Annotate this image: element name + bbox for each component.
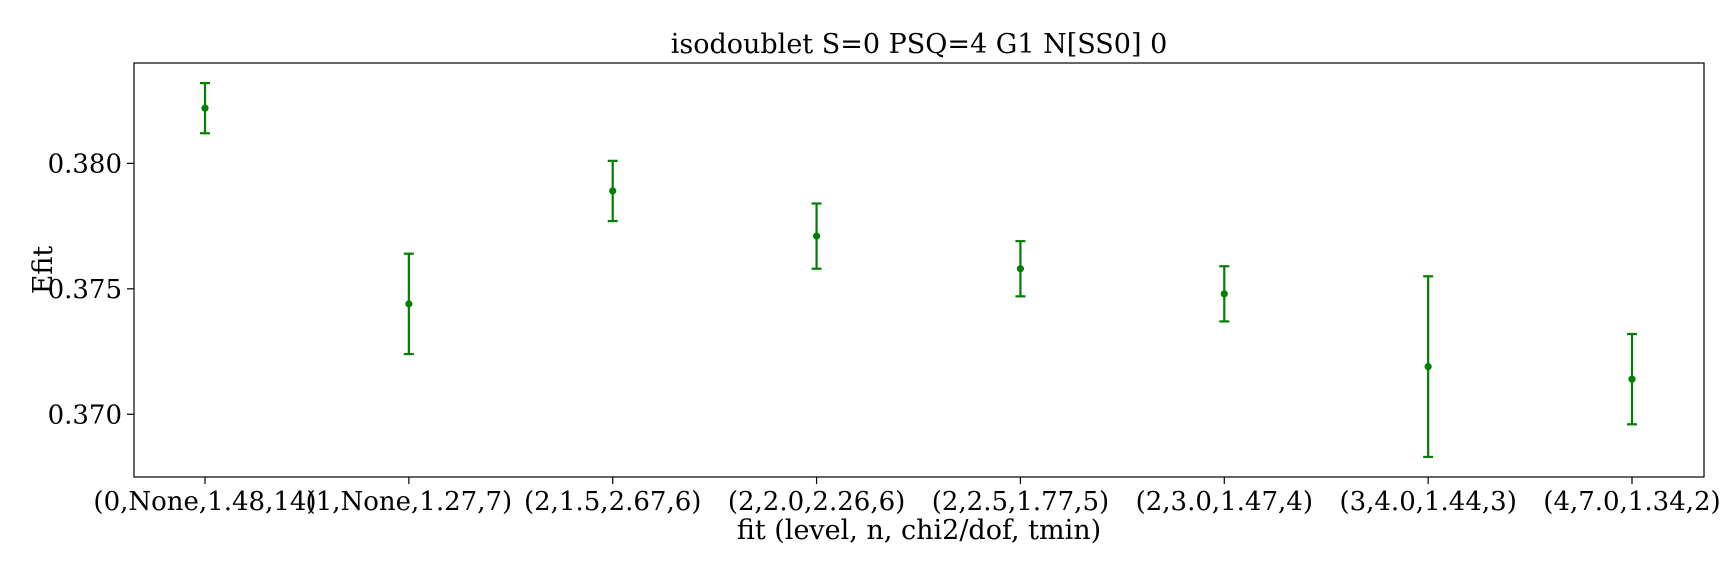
plot-frame xyxy=(133,62,1705,478)
data-series xyxy=(200,81,1637,459)
data-point xyxy=(1628,375,1636,383)
y-axis: 0.370 0.375 0.380 xyxy=(48,149,134,430)
x-tick-label: (1,None,1.27,7) xyxy=(306,487,513,517)
x-axis-label: fit (level, n, chi2/dof, tmin) xyxy=(737,515,1101,546)
y-tick-label: 0.380 xyxy=(48,149,122,179)
y-tick-label: 0.375 xyxy=(48,275,122,305)
y-axis-label: Efit xyxy=(28,246,59,295)
data-point xyxy=(1424,363,1432,371)
x-tick-label: (2,3.0,1.47,4) xyxy=(1136,487,1313,517)
data-point xyxy=(1016,265,1025,273)
y-tick-label: 0.370 xyxy=(48,400,122,430)
chart-title: isodoublet S=0 PSQ=4 G1 N[SS0] 0 xyxy=(671,29,1168,60)
x-tick-label: (2,2.5,1.77,5) xyxy=(932,487,1109,517)
data-point xyxy=(201,104,209,112)
x-axis: (0,None,1.48,14)(1,None,1.27,7) (2,1.5,2.… xyxy=(93,477,1721,517)
data-point xyxy=(1220,290,1228,298)
x-tick-label: (2,2.0,2.26,6) xyxy=(728,487,905,517)
x-tick-label: (0,None,1.48,14) xyxy=(93,487,316,517)
x-tick-label: (4,7.0,1.34,2) xyxy=(1543,487,1720,517)
data-point xyxy=(609,187,617,195)
x-tick-label: (3,4.0,1.44,3) xyxy=(1339,487,1516,517)
x-tick-label: (2,1.5,2.67,6) xyxy=(524,487,701,517)
data-point xyxy=(812,232,821,240)
data-point xyxy=(405,300,413,308)
